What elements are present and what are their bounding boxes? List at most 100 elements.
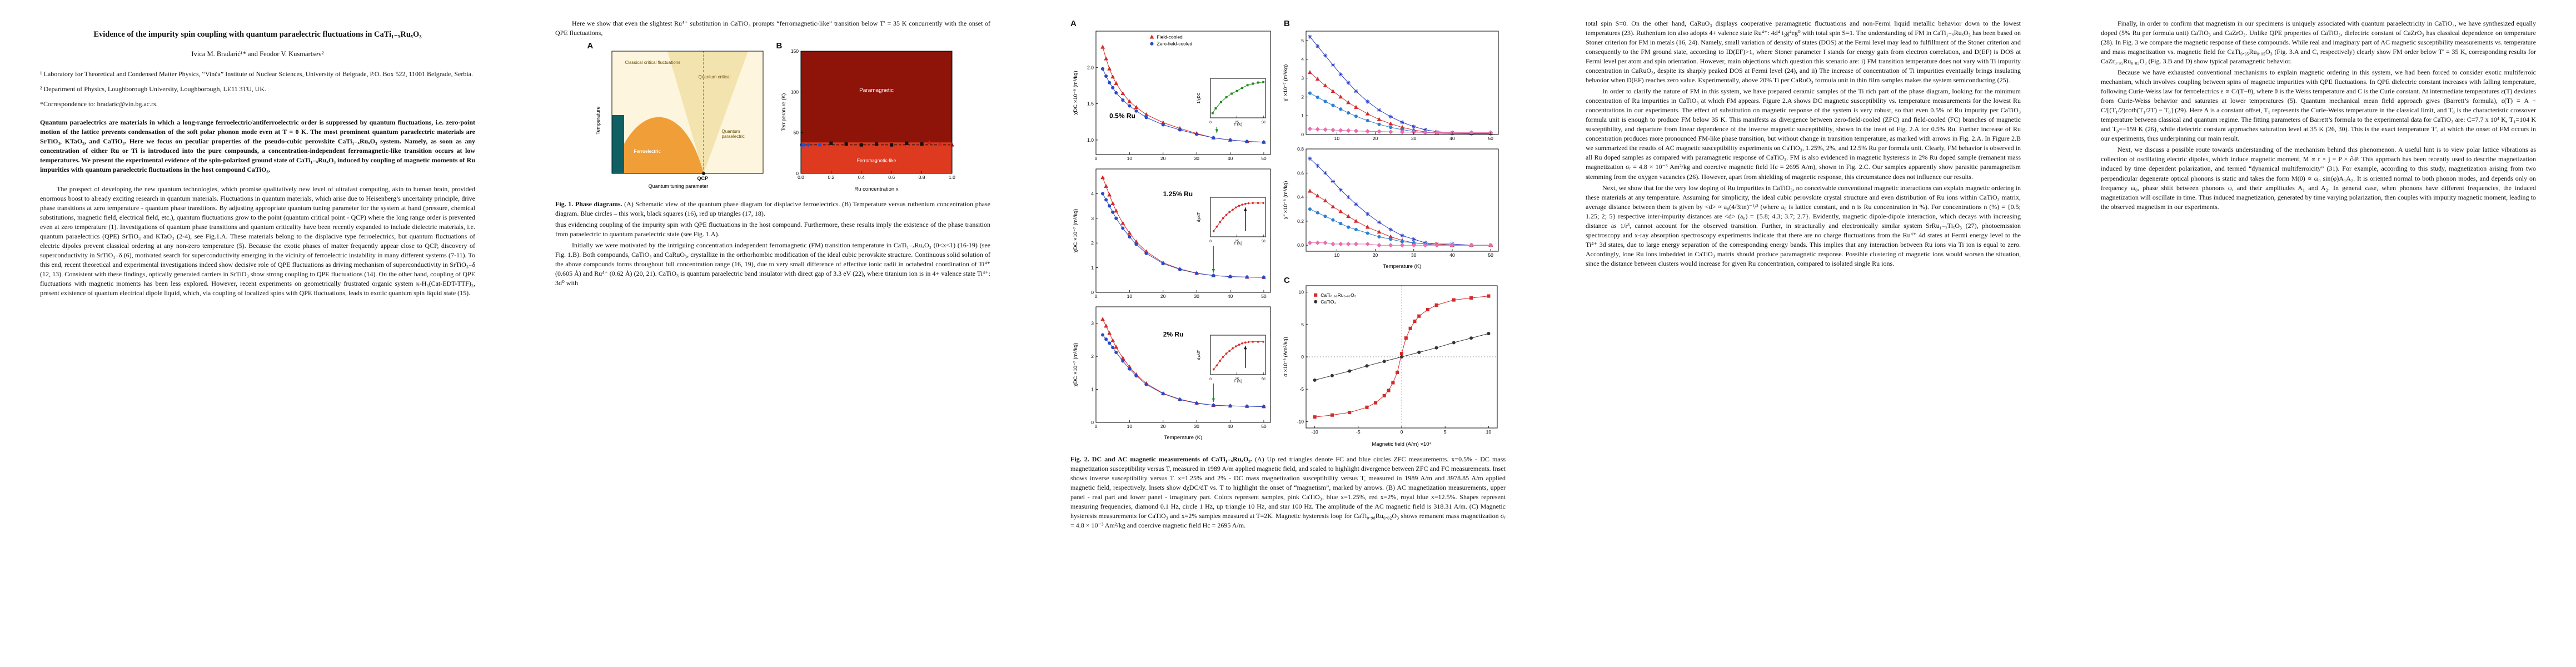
affiliation-2: ² Department of Physics, Loughborough Un… <box>40 84 266 93</box>
svg-text:20: 20 <box>1160 156 1166 161</box>
svg-text:1/χDC: 1/χDC <box>1197 93 1201 104</box>
svg-text:Ru concentration x: Ru concentration x <box>854 186 898 192</box>
svg-text:0: 0 <box>1209 240 1212 243</box>
svg-text:50: 50 <box>1261 293 1267 299</box>
svg-text:50: 50 <box>1488 136 1493 141</box>
svg-text:0: 0 <box>1301 132 1304 137</box>
svg-text:0: 0 <box>1095 156 1098 161</box>
svg-text:3: 3 <box>1091 321 1094 326</box>
svg-text:dχ/dT: dχ/dT <box>1197 350 1201 360</box>
continuation-paragraph: thus evidencing coupling of the impurity… <box>555 221 990 238</box>
svg-text:20: 20 <box>1160 293 1166 299</box>
svg-text:50: 50 <box>1261 424 1267 429</box>
svg-text:50: 50 <box>1261 156 1267 161</box>
svg-text:χ″ ×10⁻⁸ (m³/kg): χ″ ×10⁻⁸ (m³/kg) <box>1283 181 1289 220</box>
control-compound-paragraph: Finally, in order to confirm that magnet… <box>2101 19 2536 66</box>
svg-text:25: 25 <box>1235 121 1239 125</box>
svg-text:1.0: 1.0 <box>1087 137 1094 143</box>
fig2-caption-body: (A) Up red triangles denote FC and blue … <box>1070 455 1506 530</box>
fig2-chart-ac-real: 10 20 30 40 50 0 1 2 3 4 5 χ′ ×10⁻⁷ (m³/kg) <box>1283 31 1499 141</box>
svg-text:0: 0 <box>1301 354 1304 360</box>
fig1-panel-a-schematic <box>611 51 763 176</box>
svg-text:Temperature (K): Temperature (K) <box>1164 435 1203 441</box>
stoner-paragraph: total spin S=0. On the other hand, CaRuO… <box>1586 19 2021 84</box>
fig1a-label-ferroelectric: Ferroelectric <box>634 149 661 155</box>
page-2: Here we show that even the slightest Ru⁴… <box>515 0 1030 667</box>
svg-text:40: 40 <box>1449 136 1455 141</box>
fig2-chart-1p25Ru: 0 10 20 30 40 50 0 1 2 3 4 1.25% Ru χDC ×10⁻⁷ (m³/kg… <box>1073 168 1271 299</box>
svg-text:0: 0 <box>1091 290 1094 295</box>
svg-text:2: 2 <box>1091 240 1094 246</box>
svg-text:1: 1 <box>1091 265 1094 271</box>
svg-text:Temperature (K): Temperature (K) <box>1383 263 1422 270</box>
fig1a-label-qcp: QCP <box>697 176 709 182</box>
svg-text:20: 20 <box>1373 252 1378 258</box>
svg-text:χDC ×10⁻⁷ (m³/kg): χDC ×10⁻⁷ (m³/kg) <box>1073 209 1079 253</box>
abstract-paragraph: Quantum paraelectrics are materials in w… <box>40 118 475 173</box>
svg-text:50: 50 <box>793 130 799 136</box>
svg-text:3: 3 <box>1301 76 1304 81</box>
page-3: A B C 0 10 20 30 40 50 1.0 1.5 2.0 Field-cooled Ze… <box>1030 0 1546 667</box>
correspondence-line: *Correspondence to: bradaric@vin.bg.ac.r… <box>40 99 158 108</box>
dilute-impurity-paragraph: Next, we show that for the very low dopi… <box>1586 183 2021 267</box>
authors-line: Ivica M. Bradarić¹* and Feodor V. Kusmar… <box>191 49 324 58</box>
svg-text:-10: -10 <box>1297 419 1304 424</box>
svg-text:0.8: 0.8 <box>1297 146 1304 152</box>
svg-text:dχ/dT: dχ/dT <box>1197 212 1201 222</box>
svg-text:30: 30 <box>1194 156 1199 161</box>
fig1a-yaxis-label: Temperature <box>595 106 601 135</box>
svg-text:10: 10 <box>1334 252 1340 258</box>
fig1a-label-quantum-paraelectric: Quantum paraelectric <box>721 129 745 140</box>
fig1-panel-b: B Paramagnetic Ferromagnetic-like 0.0 0.2 0.… <box>776 41 956 193</box>
fig2-inset-derivative-2: 0 25 50 T (K) dχ/dT <box>1196 332 1268 384</box>
fig2-caption: Fig. 2. DC and AC magnetic measurements … <box>1070 455 1506 530</box>
svg-text:30: 30 <box>1194 293 1199 299</box>
svg-text:40: 40 <box>1228 424 1233 429</box>
svg-text:Temperature (K): Temperature (K) <box>781 93 787 132</box>
svg-text:T (K): T (K) <box>1234 380 1242 384</box>
fig2-chart-ac-imaginary: 10 20 30 40 50 0.0 0.2 0.4 0.6 0.8 Temperature (K)… <box>1283 146 1499 270</box>
svg-text:T (K): T (K) <box>1234 123 1242 127</box>
paper-title: Evidence of the impurity spin coupling w… <box>93 30 422 39</box>
svg-text:10: 10 <box>1127 293 1133 299</box>
svg-text:0: 0 <box>1095 424 1098 429</box>
svg-text:0.2: 0.2 <box>828 175 834 180</box>
svg-text:3: 3 <box>1091 216 1094 221</box>
svg-text:0: 0 <box>1095 293 1098 299</box>
svg-text:0.2: 0.2 <box>1297 218 1304 224</box>
svg-text:10: 10 <box>1127 156 1133 161</box>
svg-text:CaTiO₃: CaTiO₃ <box>1321 299 1336 305</box>
svg-text:5: 5 <box>1444 429 1447 435</box>
svg-text:-5: -5 <box>1356 429 1361 435</box>
svg-text:0.0: 0.0 <box>798 175 804 180</box>
fig1a-label-classical: Classical critical fluctuations <box>625 60 681 66</box>
svg-text:1: 1 <box>1091 387 1094 392</box>
svg-text:Magnetic field (A/m) ×10⁴: Magnetic field (A/m) ×10⁴ <box>1372 441 1431 447</box>
page-4: total spin S=0. On the other hand, CaRuO… <box>1546 0 2061 667</box>
svg-text:1.5: 1.5 <box>1087 101 1094 107</box>
svg-text:1.0: 1.0 <box>949 175 955 180</box>
svg-text:0.6: 0.6 <box>888 175 895 180</box>
svg-text:Paramagnetic: Paramagnetic <box>859 87 894 93</box>
svg-text:10: 10 <box>1334 136 1340 141</box>
fig1-panel-b-letter: B <box>776 41 783 51</box>
svg-text:25: 25 <box>1235 377 1239 381</box>
svg-text:0: 0 <box>1091 420 1094 425</box>
svg-text:2.0: 2.0 <box>1087 64 1094 70</box>
fig2-inset-inverse-susceptibility: 0 25 50 T (K) 1/χDC <box>1196 76 1268 127</box>
svg-text:0: 0 <box>1209 377 1212 381</box>
fig2-chart-hysteresis: -10 -5 0 5 10 -10 -5 0 5 10 CaTi₀.₉₈Ru₀.₀₂O₃CaTiO₃… <box>1283 285 1498 447</box>
svg-text:χDC ×10⁻⁸ (m³/kg): χDC ×10⁻⁸ (m³/kg) <box>1073 71 1079 115</box>
svg-text:30: 30 <box>1411 252 1417 258</box>
fig1-panel-b-chart: Paramagnetic Ferromagnetic-like 0.0 0.2 0.4 0… <box>781 48 955 192</box>
svg-text:25: 25 <box>1235 240 1239 243</box>
dc-susceptibility-paragraph: In order to clarify the nature of FM in … <box>1586 87 2021 181</box>
fig1-caption: Fig. 1. Phase diagrams. (A) Schematic vi… <box>555 200 990 218</box>
svg-text:T (K): T (K) <box>1234 242 1242 246</box>
svg-text:0: 0 <box>1401 429 1403 435</box>
svg-text:2: 2 <box>1091 354 1094 359</box>
svg-text:-10: -10 <box>1311 429 1318 435</box>
svg-text:30: 30 <box>1194 424 1199 429</box>
svg-text:50: 50 <box>1262 121 1266 125</box>
